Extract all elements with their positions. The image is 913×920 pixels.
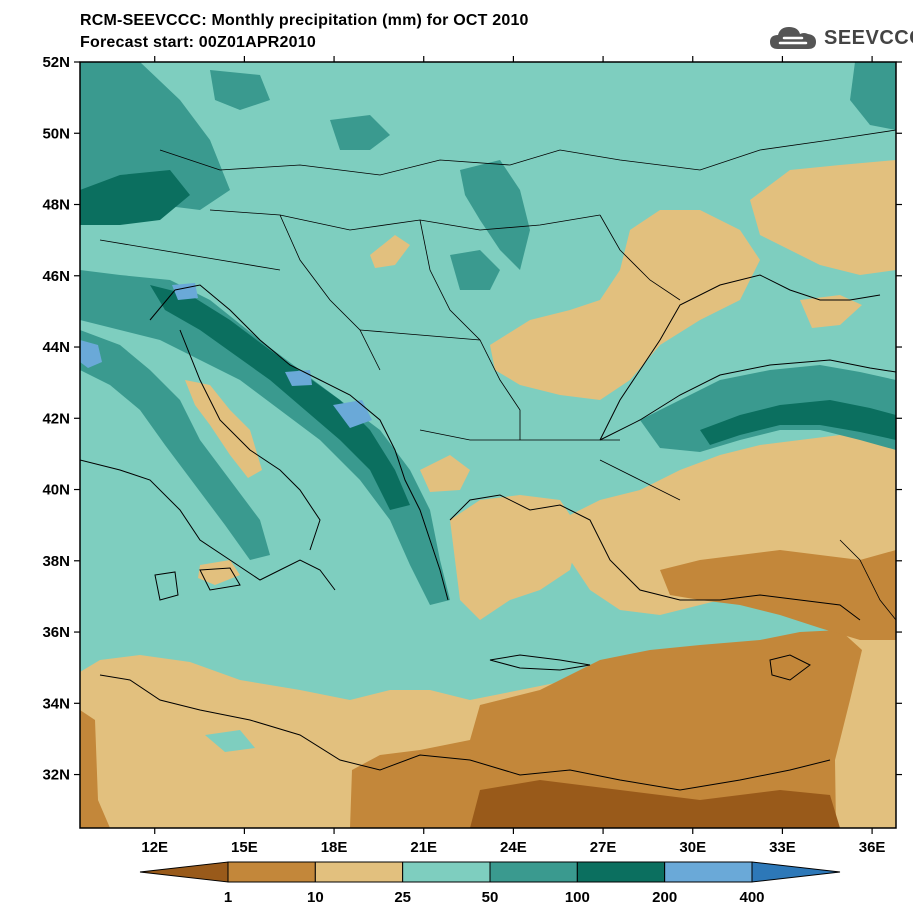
lat-label: 52N	[42, 54, 70, 71]
colorbar-bin	[576, 861, 666, 883]
lon-label: 33E	[769, 839, 796, 856]
latitude-axis: 52N 50N 48N 46N 44N 42N 40N 38N 36N 34N 32N	[42, 54, 902, 784]
field-czech-mid	[330, 115, 390, 150]
field-blue-west	[80, 340, 102, 368]
field-romania-mid	[450, 250, 500, 290]
field-blue-montenegro	[333, 400, 372, 428]
colorbar-under-triangle	[139, 861, 229, 883]
field-hungary-light	[370, 235, 410, 268]
field-adriatic-dark	[150, 285, 410, 510]
lon-label: 15E	[231, 839, 258, 856]
colorbar-label: 50	[482, 889, 499, 906]
logo-text: SEEVCCC	[824, 26, 913, 49]
lon-label: 24E	[500, 839, 527, 856]
lat-label: 46N	[42, 268, 70, 285]
field-germany-mid	[80, 62, 230, 210]
lat-label: 44N	[42, 339, 70, 356]
colorbar-label: 25	[394, 889, 411, 906]
field-macedonia-light	[420, 455, 470, 492]
cloud-icon	[770, 27, 816, 49]
field-tyrrhenian-mid	[80, 330, 270, 560]
colorbar-bin	[314, 861, 404, 883]
longitude-axis: 12E 15E 18E 21E 24E 27E 30E 33E 36E	[141, 56, 885, 856]
field-romania-light	[490, 210, 760, 400]
borders	[99, 129, 896, 621]
field-crimea-light	[800, 295, 862, 328]
lat-label: 32N	[42, 767, 70, 784]
colorbar-label: 1	[224, 889, 232, 906]
colorbar-label: 100	[565, 889, 590, 906]
lon-label: 36E	[859, 839, 886, 856]
lat-label: 34N	[42, 695, 70, 712]
field-egypt-dark	[470, 780, 840, 828]
field-blue-dalmatia	[285, 370, 312, 386]
colorbar: 1 10 25 50 100 200 400	[139, 861, 841, 906]
colorbar-label: 400	[739, 889, 764, 906]
lat-label: 38N	[42, 553, 70, 570]
colorbar-bin	[402, 861, 491, 883]
colorbar-bin	[489, 861, 578, 883]
seevccc-logo: SEEVCCC	[768, 22, 913, 54]
lat-label: 36N	[42, 624, 70, 641]
field-poland-mid	[210, 70, 270, 110]
colorbar-over-triangle	[751, 861, 841, 883]
field-blue-istria	[172, 283, 198, 300]
lon-label: 18E	[321, 839, 348, 856]
lat-label: 40N	[42, 482, 70, 499]
colorbar-bin	[227, 861, 316, 883]
map-frame	[79, 61, 897, 829]
field-tunisia-mid	[80, 710, 110, 828]
field-ukraine-light	[750, 160, 896, 275]
field-anatolia-mid	[660, 550, 896, 640]
field-greece-light	[450, 495, 580, 620]
field-eastmed-mid	[350, 630, 862, 828]
lon-label: 21E	[410, 839, 437, 856]
field-adriatic-mid	[80, 270, 450, 605]
lon-label: 12E	[141, 839, 168, 856]
field-sicily-light	[198, 560, 240, 585]
lon-label: 30E	[679, 839, 706, 856]
field-blacksea-dark	[700, 400, 896, 445]
lat-label: 42N	[42, 410, 70, 427]
map-title: RCM-SEEVCCC: Monthly precipitation (mm) …	[80, 12, 529, 29]
field-libya-teal	[205, 730, 255, 752]
coastlines	[80, 274, 896, 791]
lon-label: 27E	[590, 839, 617, 856]
colorbar-label: 10	[307, 889, 324, 906]
field-germany-dark	[80, 170, 190, 225]
lat-label: 50N	[42, 125, 70, 142]
precipitation-field	[80, 62, 896, 828]
colorbar-bin	[664, 861, 753, 883]
field-ne-mid	[850, 62, 896, 130]
field-carpathian-mid	[460, 160, 530, 270]
field-italy-light	[185, 380, 262, 478]
forecast-start-label: Forecast start: 00Z01APR2010	[80, 34, 316, 51]
lat-label: 48N	[42, 197, 70, 214]
colorbar-label: 200	[652, 889, 677, 906]
